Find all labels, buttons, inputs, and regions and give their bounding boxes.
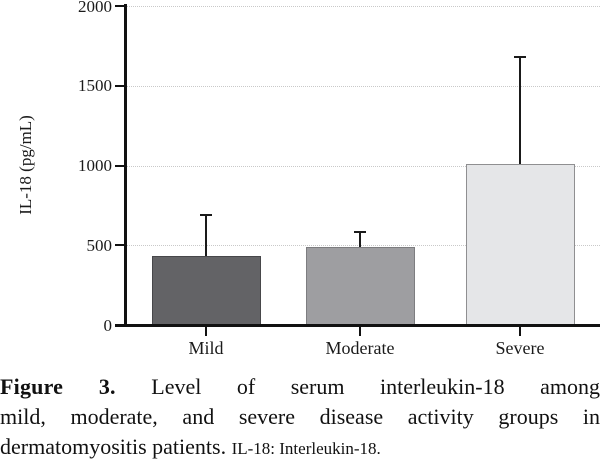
y-tick-1500 — [115, 84, 124, 87]
error-bar-cap-mild — [200, 213, 212, 216]
caption-line-3-text: dermatomyositis patients. — [0, 434, 227, 459]
y-tick-label-2000: 2000 — [78, 0, 112, 16]
caption-line-3: dermatomyositis patients. IL-18: Interle… — [0, 432, 600, 464]
gridline-1000 — [124, 165, 600, 167]
y-tick-1000 — [115, 164, 124, 167]
y-tick-label-0: 0 — [103, 315, 113, 335]
y-axis-line — [124, 4, 127, 327]
gridline-500 — [124, 245, 600, 247]
bar-chart: IL-18 (pg/mL) 0 500 1000 1500 2000 Mild Modera… — [16, 0, 600, 358]
x-tick-label-mild: Mild — [188, 338, 224, 358]
error-bar-severe — [519, 57, 521, 164]
y-tick-label-1000: 1000 — [78, 156, 112, 175]
bar-mild — [151, 256, 261, 325]
caption-line-1: Figure 3. Level of serum interleukin-18 … — [0, 372, 600, 402]
caption-line-1-text: Level of serum interleukin-18 among — [151, 374, 600, 399]
x-tick-label-moderate: Moderate — [325, 338, 395, 358]
x-tick-mild — [205, 327, 207, 336]
figure-caption: Figure 3. Level of serum interleukin-18 … — [0, 372, 600, 464]
y-tick-2000 — [115, 5, 124, 7]
error-bar-cap-severe — [514, 56, 526, 59]
gridline-2000 — [124, 6, 600, 7]
y-axis-title: IL-18 (pg/mL) — [16, 115, 35, 215]
caption-abbreviation-note: IL-18: Interleukin-18. — [231, 439, 381, 458]
gridline-1500 — [124, 85, 600, 87]
y-tick-500 — [115, 244, 124, 247]
error-bar-moderate — [359, 232, 361, 247]
bar-moderate — [305, 246, 415, 325]
bar-severe — [465, 163, 575, 325]
y-tick-label-500: 500 — [86, 235, 113, 255]
x-tick-label-severe: Severe — [495, 338, 545, 358]
x-axis-line — [115, 324, 600, 327]
error-bar-mild — [205, 214, 207, 257]
caption-line-2: mild, moderate, and severe disease activ… — [0, 404, 600, 429]
x-tick-moderate — [359, 327, 361, 336]
y-tick-label-1500: 1500 — [78, 76, 112, 96]
x-tick-severe — [519, 327, 521, 336]
error-bar-cap-moderate — [354, 231, 366, 234]
caption-figure-label: Figure 3. — [0, 374, 116, 399]
